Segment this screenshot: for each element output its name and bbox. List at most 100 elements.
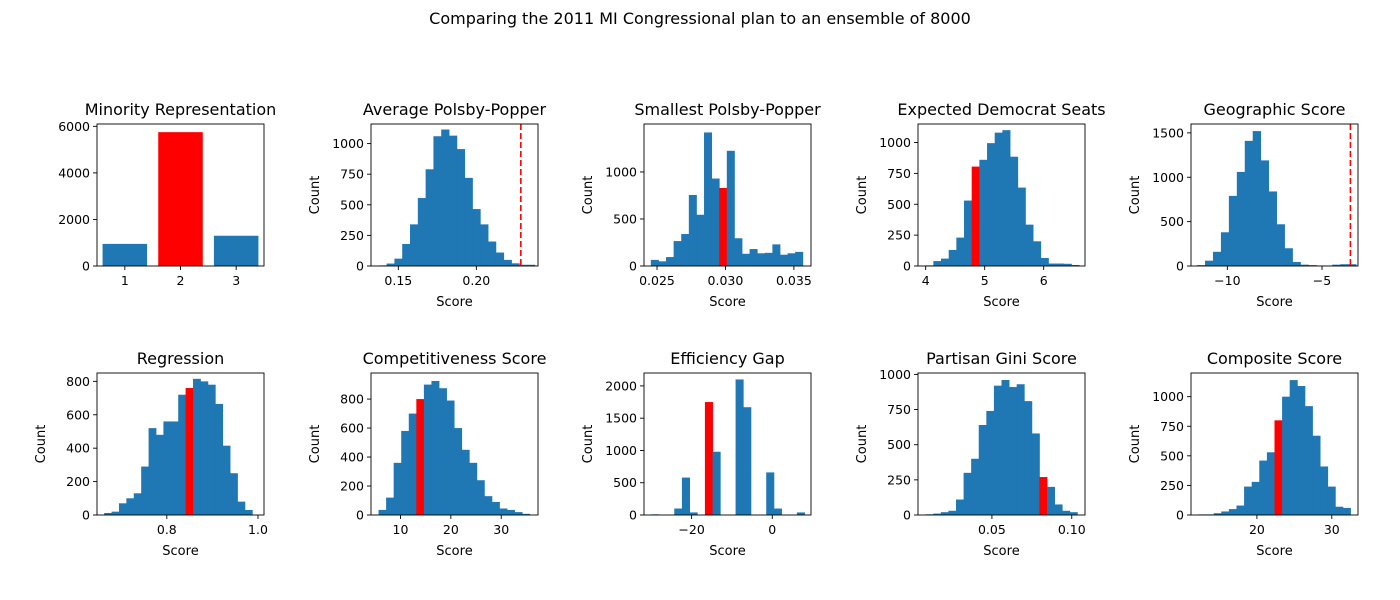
bin-11 (185, 388, 194, 515)
bin-13 (1297, 386, 1306, 515)
bin-2 (940, 512, 949, 515)
panel-title: Average Polsby-Popper (363, 100, 547, 119)
y-tick-label: 400 (340, 450, 364, 465)
bin-1 (933, 513, 942, 515)
bin-17 (511, 263, 520, 266)
y-tick-label: 600 (66, 407, 90, 422)
bin-17 (1327, 486, 1336, 515)
bin-2 (941, 258, 950, 266)
y-tick-label: 200 (340, 479, 364, 494)
bin-13 (200, 381, 209, 515)
y-tick-label: 750 (1160, 419, 1184, 434)
y-axis-label: Count (34, 425, 49, 464)
bin-17 (779, 254, 788, 266)
bin-11 (461, 449, 470, 515)
y-tick-label: 6000 (58, 119, 90, 134)
bin-5 (1236, 171, 1246, 266)
bin-19 (522, 513, 531, 515)
bin-3 (673, 241, 682, 266)
bin-18 (1340, 264, 1349, 266)
bin-4 (1228, 195, 1238, 266)
figure-title: Comparing the 2011 MI Congressional plan… (429, 9, 971, 28)
panel-title: Composite Score (1207, 349, 1342, 368)
bin-6 (1244, 486, 1253, 515)
panel-title: Expected Democrat Seats (897, 100, 1105, 119)
y-tick-label: 1500 (1152, 125, 1184, 140)
panel-efficiency-gap: −20 0 0 500 1000 1500 2000 Efficiency Gap Score C… (581, 349, 812, 559)
bin-15 (764, 252, 773, 266)
y-axis-label: Count (308, 425, 323, 464)
x-axis-label: Score (162, 544, 198, 559)
bin-1 (386, 497, 395, 515)
bin-16 (222, 445, 231, 515)
y-axis-label: Count (581, 425, 596, 464)
x-axis-label: Score (983, 295, 1019, 310)
bin-8 (711, 178, 720, 266)
bin-9 (1266, 452, 1275, 515)
y-tick-label: 250 (340, 228, 364, 243)
bin-11 (464, 177, 473, 266)
x-tick-label: 30 (493, 522, 509, 537)
panel-average-polsby-popper: 0.15 0.20 0 250 500 750 1000 Average Polsby-Pop… (308, 100, 547, 310)
bin-13 (1025, 224, 1034, 266)
bin-18 (519, 264, 528, 266)
bin-12 (469, 462, 478, 515)
bin-11 (1009, 387, 1018, 515)
bin-17 (230, 473, 238, 515)
bin-14 (1031, 433, 1040, 515)
bin-6 (148, 428, 157, 515)
x-tick-label: 1.0 (248, 522, 268, 537)
panel-partisan-gini-score: 0.05 0.10 0 250 500 750 1000 Partisan Gini Scor… (855, 349, 1086, 559)
bin-4 (956, 237, 965, 266)
y-tick-label: 400 (66, 441, 90, 456)
axes-frame (917, 372, 1086, 516)
bin-4 (681, 477, 690, 515)
y-tick-label: 1000 (879, 367, 911, 382)
bin-11 (735, 379, 744, 515)
bin-10 (1274, 420, 1283, 515)
x-tick-label: 0.025 (639, 273, 675, 288)
x-axis-label: Score (1256, 544, 1292, 559)
x-tick-label: 0.035 (776, 273, 812, 288)
y-tick-label: 200 (66, 474, 90, 489)
bin-19 (795, 251, 804, 266)
bin-1 (1205, 260, 1214, 266)
bin-16 (1048, 263, 1057, 266)
bin-3 (126, 498, 135, 515)
bin-19 (1069, 512, 1078, 515)
y-tick-label: 1000 (1152, 389, 1184, 404)
x-tick-label: 5 (981, 273, 989, 288)
bin-6 (971, 166, 980, 266)
bin-16 (1047, 486, 1055, 515)
bin-4 (1228, 509, 1237, 515)
y-tick-label: 2000 (605, 378, 637, 393)
axes-frame (1190, 123, 1359, 267)
y-tick-label: 0 (1176, 259, 1184, 274)
bin-11 (1010, 156, 1019, 266)
bin-4 (681, 234, 690, 266)
bin-10 (1001, 380, 1010, 515)
bin-1 (658, 261, 667, 266)
bin-6 (696, 214, 705, 266)
y-tick-label: 0 (1176, 508, 1184, 523)
bin-0 (378, 509, 387, 515)
y-axis-label: Count (308, 176, 323, 215)
bin-19 (1071, 265, 1080, 266)
bin-10 (454, 428, 463, 515)
y-axis-label: Count (855, 176, 870, 215)
bin-18 (1062, 510, 1071, 515)
panel-composite-score: 20 30 0 250 500 750 1000 Composite Score Score Co… (1128, 349, 1359, 559)
bin-5 (688, 195, 697, 266)
x-tick-label: 0.15 (384, 273, 412, 288)
bin-12 (1016, 384, 1025, 515)
bin-12 (742, 253, 751, 266)
bin-13 (749, 249, 758, 266)
x-tick-label: −10 (1214, 273, 1240, 288)
bin-8 (441, 129, 450, 266)
y-tick-label: 0 (356, 508, 364, 523)
x-axis-label: Score (709, 544, 745, 559)
y-tick-label: 0 (356, 259, 364, 274)
bin-5 (416, 399, 425, 515)
bin-8 (1259, 460, 1268, 515)
panel-regression: 0.8 1.0 0 200 400 600 800 Regression Score Count (34, 349, 268, 559)
